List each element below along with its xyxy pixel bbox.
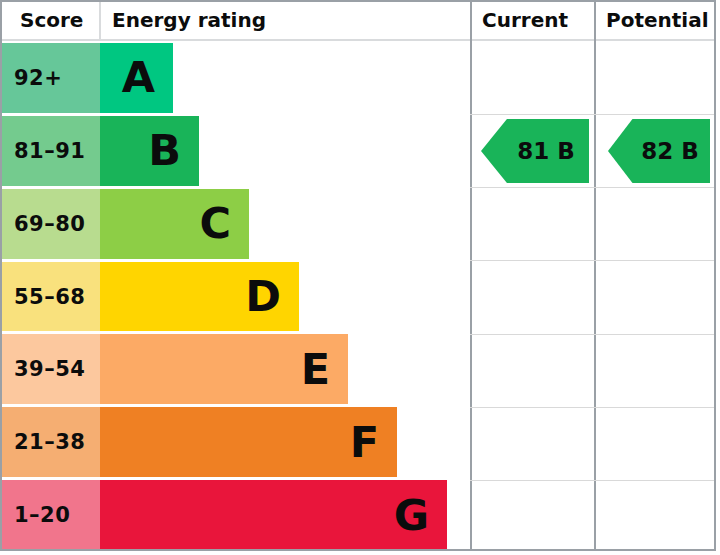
band-row-a: 92+ A (2, 43, 472, 116)
rating-bar: C (100, 189, 249, 259)
rating-letter: B (148, 129, 181, 172)
score-range: 92+ (14, 66, 62, 90)
rating-letter: G (394, 494, 429, 537)
rating-letter: C (199, 202, 231, 245)
band-row-e: 39–54 E (2, 334, 472, 407)
current-rating-label: 81 B (517, 138, 575, 164)
rating-letter: A (122, 56, 155, 99)
score-range: 21–38 (14, 430, 85, 454)
rating-letter: F (350, 421, 379, 464)
row-divider-line (470, 480, 714, 481)
potential-rating-arrow: 82 B (608, 119, 710, 183)
row-divider-line (470, 187, 714, 188)
band-row-inner: 21–38 F (2, 407, 472, 477)
rating-bar: E (100, 334, 348, 404)
rating-bar: A (100, 43, 173, 113)
rating-bar: G (100, 480, 447, 550)
epc-rating-chart: Score Energy rating Current Potential 92… (0, 0, 716, 551)
row-divider-line (470, 260, 714, 261)
header-energy-rating: Energy rating (112, 2, 266, 39)
score-cell: 1–20 (2, 480, 100, 550)
score-cell: 39–54 (2, 334, 100, 404)
current-rating-arrow: 81 B (481, 119, 589, 183)
band-row-inner: 39–54 E (2, 334, 472, 404)
score-cell: 55–68 (2, 262, 100, 332)
score-cell: 69–80 (2, 189, 100, 259)
score-cell: 81–91 (2, 116, 100, 186)
rating-bar: D (100, 262, 299, 332)
band-rows: 92+ A 81–91 B 69–80 C 55–68 D 39–54 (2, 43, 472, 551)
header-current: Current (482, 2, 568, 39)
chart-header: Score Energy rating Current Potential (2, 2, 714, 41)
header-potential: Potential (606, 2, 709, 39)
band-row-inner: 55–68 D (2, 262, 472, 332)
score-range: 69–80 (14, 212, 85, 236)
band-row-inner: 69–80 C (2, 189, 472, 259)
potential-rating-label: 82 B (641, 138, 699, 164)
score-range: 1–20 (14, 503, 70, 527)
rating-bar: F (100, 407, 397, 477)
band-row-inner: 81–91 B (2, 116, 472, 186)
band-row-f: 21–38 F (2, 407, 472, 480)
band-row-g: 1–20 G (2, 480, 472, 551)
band-row-b: 81–91 B (2, 116, 472, 189)
rating-letter: D (245, 275, 281, 318)
band-row-inner: 1–20 G (2, 480, 472, 550)
column-divider-score (99, 2, 101, 41)
rating-letter: E (301, 348, 330, 391)
rating-bar: B (100, 116, 199, 186)
column-divider-potential (594, 2, 596, 549)
row-divider-line (470, 114, 714, 115)
band-row-inner: 92+ A (2, 43, 472, 113)
score-range: 39–54 (14, 357, 85, 381)
score-cell: 21–38 (2, 407, 100, 477)
row-divider-line (470, 334, 714, 335)
score-cell: 92+ (2, 43, 100, 113)
header-score: Score (20, 2, 83, 39)
band-row-d: 55–68 D (2, 262, 472, 335)
row-divider-line (470, 407, 714, 408)
band-row-c: 69–80 C (2, 189, 472, 262)
score-range: 55–68 (14, 285, 85, 309)
score-range: 81–91 (14, 139, 85, 163)
